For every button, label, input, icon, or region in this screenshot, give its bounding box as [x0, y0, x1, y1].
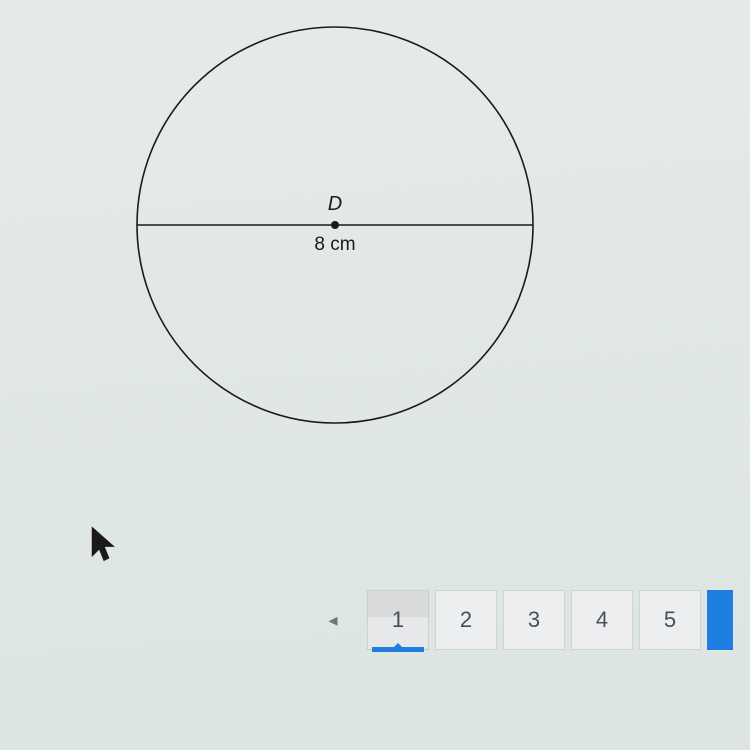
prev-arrow-icon: ◂	[328, 610, 337, 631]
prev-button[interactable]: ◂	[305, 590, 361, 650]
page-label: 5	[664, 607, 676, 633]
page-button-1[interactable]: 1	[367, 590, 429, 650]
measurement-label: 8 cm	[314, 234, 355, 255]
page-label: 2	[460, 607, 472, 633]
pagination: ◂ 1 2 3 4 5	[305, 590, 733, 650]
screenshot-root: D 8 cm ◂ 1 2 3 4 5	[0, 0, 750, 750]
center-point	[331, 221, 339, 229]
page-button-3[interactable]: 3	[503, 590, 565, 650]
cursor-icon	[90, 525, 118, 563]
page-label: 1	[392, 607, 404, 633]
circle-svg: D 8 cm	[120, 10, 550, 440]
next-button[interactable]	[707, 590, 733, 650]
center-label: D	[328, 193, 342, 215]
page-button-5[interactable]: 5	[639, 590, 701, 650]
page-button-4[interactable]: 4	[571, 590, 633, 650]
circle-diagram: D 8 cm	[120, 10, 550, 440]
page-label: 3	[528, 607, 540, 633]
page-button-2[interactable]: 2	[435, 590, 497, 650]
page-label: 4	[596, 607, 608, 633]
